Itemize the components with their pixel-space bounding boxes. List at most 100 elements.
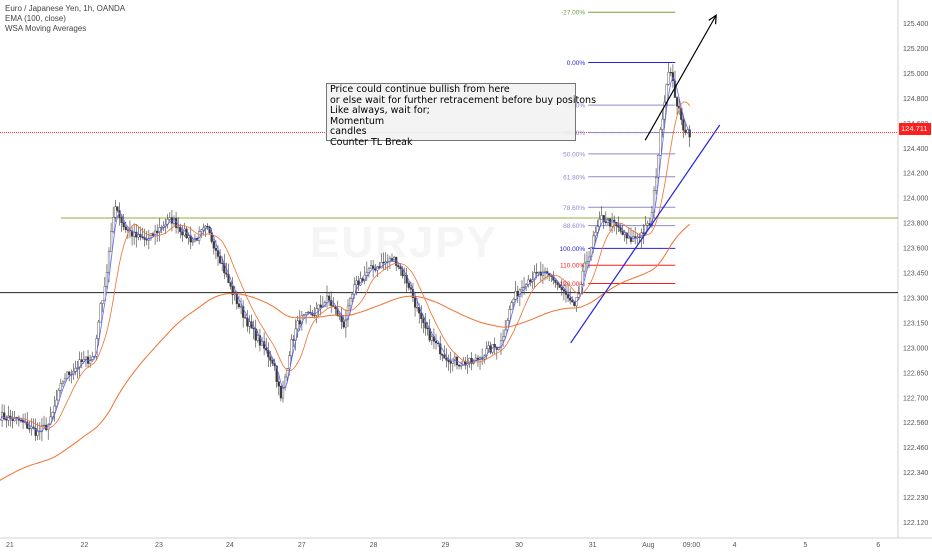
- x-tick-label: 24: [226, 542, 234, 549]
- candle-body: [325, 295, 329, 303]
- candle-body: [344, 319, 347, 328]
- candle-body: [468, 358, 471, 364]
- candle-body: [286, 368, 289, 378]
- candle-body: [246, 317, 249, 327]
- candle-body: [231, 286, 234, 296]
- candle-body: [533, 272, 536, 280]
- candle-body: [105, 272, 109, 287]
- candle-body: [59, 383, 62, 391]
- x-tick-label: 28: [370, 542, 378, 549]
- candle-body: [258, 335, 262, 346]
- candle-body: [355, 280, 358, 285]
- candle-body: [112, 217, 115, 232]
- candle-body: [541, 271, 545, 276]
- candle-body: [569, 297, 572, 301]
- candle-body: [219, 256, 222, 264]
- candle-body: [416, 307, 419, 309]
- candle-body: [554, 280, 557, 283]
- candle-body: [566, 294, 570, 299]
- fib-level-label: 100.00%: [560, 246, 586, 253]
- candle-body: [179, 226, 182, 233]
- x-tick-label: 22: [81, 542, 89, 549]
- y-tick-label: 122.700: [903, 395, 928, 402]
- candle-body: [646, 223, 649, 226]
- candle-body: [367, 268, 371, 273]
- candle-body: [634, 236, 637, 238]
- candle-body: [443, 355, 446, 359]
- candle-body: [499, 340, 503, 348]
- candle-body: [181, 231, 184, 236]
- candle-body: [55, 399, 58, 407]
- candle-body: [424, 322, 427, 329]
- ema-100-line: [0, 223, 691, 481]
- candle-body: [126, 229, 129, 231]
- candle-body: [130, 230, 134, 237]
- candle-body: [237, 303, 241, 308]
- candle-body: [248, 321, 251, 327]
- candle-body: [254, 328, 257, 341]
- candle-body: [91, 356, 94, 361]
- y-tick-label: 124.400: [903, 146, 928, 153]
- candle-body: [168, 217, 171, 220]
- candle-body: [520, 287, 524, 291]
- candle-body: [621, 231, 624, 235]
- candle-body: [328, 295, 331, 301]
- y-tick-label: 124.800: [903, 96, 928, 103]
- candle-body: [470, 358, 473, 364]
- candle-body: [68, 371, 71, 375]
- candle-body: [19, 420, 23, 422]
- candle-body: [657, 155, 660, 178]
- candle-body: [428, 328, 431, 341]
- y-tick-label: 122.340: [903, 470, 928, 477]
- candle-body: [114, 206, 117, 218]
- y-tick-label: 125.200: [903, 46, 928, 53]
- fib-level-label: 120.00%: [560, 281, 586, 288]
- candle-body: [269, 356, 272, 361]
- candle-body: [97, 321, 100, 339]
- candle-body: [342, 321, 345, 328]
- annotation-note[interactable]: Price could continue bullish from here o…: [326, 83, 597, 148]
- candle-body: [669, 72, 672, 74]
- candle-body: [200, 229, 203, 232]
- candle-body: [449, 361, 452, 364]
- candle-body: [380, 262, 383, 269]
- candle-body: [216, 250, 220, 257]
- candle-body: [667, 72, 670, 85]
- x-tick-label: 4: [733, 542, 737, 549]
- candle-body: [457, 364, 461, 367]
- x-tick-label: 09:00: [683, 542, 701, 549]
- candle-body: [89, 360, 92, 364]
- candle-body: [659, 129, 662, 156]
- annotation-line: Like always, wait for;: [330, 105, 430, 117]
- candle-body: [252, 327, 255, 330]
- candle-body: [300, 315, 303, 325]
- candle-body: [313, 314, 316, 317]
- candle-body: [600, 215, 603, 220]
- legend-ema: EMA (100, close): [5, 14, 66, 23]
- candle-body: [594, 231, 597, 237]
- candle-body: [40, 425, 44, 432]
- y-tick-label: 122.560: [903, 420, 928, 427]
- x-tick-label: 6: [876, 542, 880, 549]
- annotation-line: or else wait for further retracement bef…: [330, 94, 597, 106]
- candle-body: [447, 360, 450, 362]
- candle-body: [330, 300, 333, 306]
- candle-body: [671, 72, 674, 81]
- candle-body: [36, 430, 39, 436]
- candle-body: [592, 235, 595, 248]
- candle-body: [474, 357, 477, 361]
- candle-body: [290, 339, 293, 356]
- candle-body: [581, 270, 584, 285]
- candle-body: [631, 236, 635, 242]
- candle-body: [177, 226, 180, 229]
- candle-body: [686, 129, 689, 133]
- y-tick-label: 123.150: [903, 320, 928, 327]
- candle-body: [124, 226, 127, 230]
- candle-body: [288, 355, 291, 370]
- candle-body: [225, 272, 228, 275]
- candle-body: [42, 424, 46, 427]
- x-tick-label: 30: [515, 542, 523, 549]
- current-price-tag: 124.711: [899, 123, 931, 135]
